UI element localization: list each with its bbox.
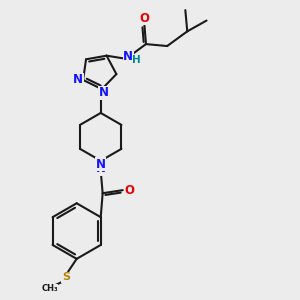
Text: CH₃: CH₃ [41, 284, 58, 293]
Text: O: O [124, 184, 134, 196]
Text: O: O [140, 12, 149, 25]
Text: N: N [123, 50, 133, 63]
Text: H: H [132, 55, 141, 65]
Text: N: N [98, 86, 108, 100]
Text: N: N [73, 74, 83, 86]
Text: N: N [96, 162, 106, 176]
Text: S: S [62, 272, 70, 282]
Text: N: N [96, 158, 106, 171]
